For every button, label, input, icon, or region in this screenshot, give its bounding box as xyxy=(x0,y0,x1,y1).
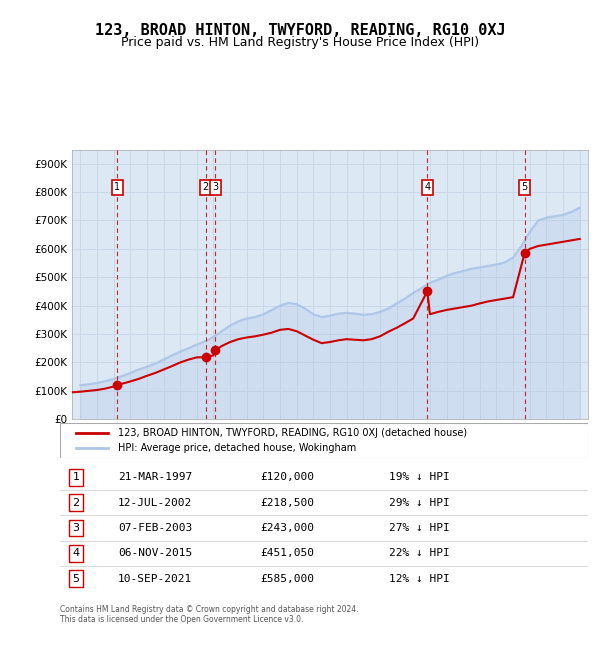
Text: 3: 3 xyxy=(73,523,79,533)
Text: 22% ↓ HPI: 22% ↓ HPI xyxy=(389,549,449,558)
Text: 5: 5 xyxy=(73,574,79,584)
Text: £451,050: £451,050 xyxy=(260,549,314,558)
Text: 2: 2 xyxy=(203,182,209,192)
Text: 1: 1 xyxy=(73,473,79,482)
Text: 07-FEB-2003: 07-FEB-2003 xyxy=(118,523,192,533)
Text: 29% ↓ HPI: 29% ↓ HPI xyxy=(389,498,449,508)
Text: 12-JUL-2002: 12-JUL-2002 xyxy=(118,498,192,508)
Text: 21-MAR-1997: 21-MAR-1997 xyxy=(118,473,192,482)
Text: 123, BROAD HINTON, TWYFORD, READING, RG10 0XJ: 123, BROAD HINTON, TWYFORD, READING, RG1… xyxy=(95,23,505,38)
Text: Price paid vs. HM Land Registry's House Price Index (HPI): Price paid vs. HM Land Registry's House … xyxy=(121,36,479,49)
Text: £120,000: £120,000 xyxy=(260,473,314,482)
Text: 5: 5 xyxy=(521,182,528,192)
FancyBboxPatch shape xyxy=(60,422,588,458)
Text: £585,000: £585,000 xyxy=(260,574,314,584)
Text: 3: 3 xyxy=(212,182,218,192)
Text: 12% ↓ HPI: 12% ↓ HPI xyxy=(389,574,449,584)
Text: 4: 4 xyxy=(72,549,79,558)
Text: 123, BROAD HINTON, TWYFORD, READING, RG10 0XJ (detached house): 123, BROAD HINTON, TWYFORD, READING, RG1… xyxy=(118,428,467,437)
Text: HPI: Average price, detached house, Wokingham: HPI: Average price, detached house, Woki… xyxy=(118,443,356,453)
Text: £243,000: £243,000 xyxy=(260,523,314,533)
Text: Contains HM Land Registry data © Crown copyright and database right 2024.
This d: Contains HM Land Registry data © Crown c… xyxy=(60,604,359,624)
Text: 19% ↓ HPI: 19% ↓ HPI xyxy=(389,473,449,482)
Text: 10-SEP-2021: 10-SEP-2021 xyxy=(118,574,192,584)
Text: 27% ↓ HPI: 27% ↓ HPI xyxy=(389,523,449,533)
Text: 1: 1 xyxy=(114,182,121,192)
Text: 06-NOV-2015: 06-NOV-2015 xyxy=(118,549,192,558)
Text: 2: 2 xyxy=(72,498,79,508)
Text: 4: 4 xyxy=(424,182,430,192)
Text: £218,500: £218,500 xyxy=(260,498,314,508)
